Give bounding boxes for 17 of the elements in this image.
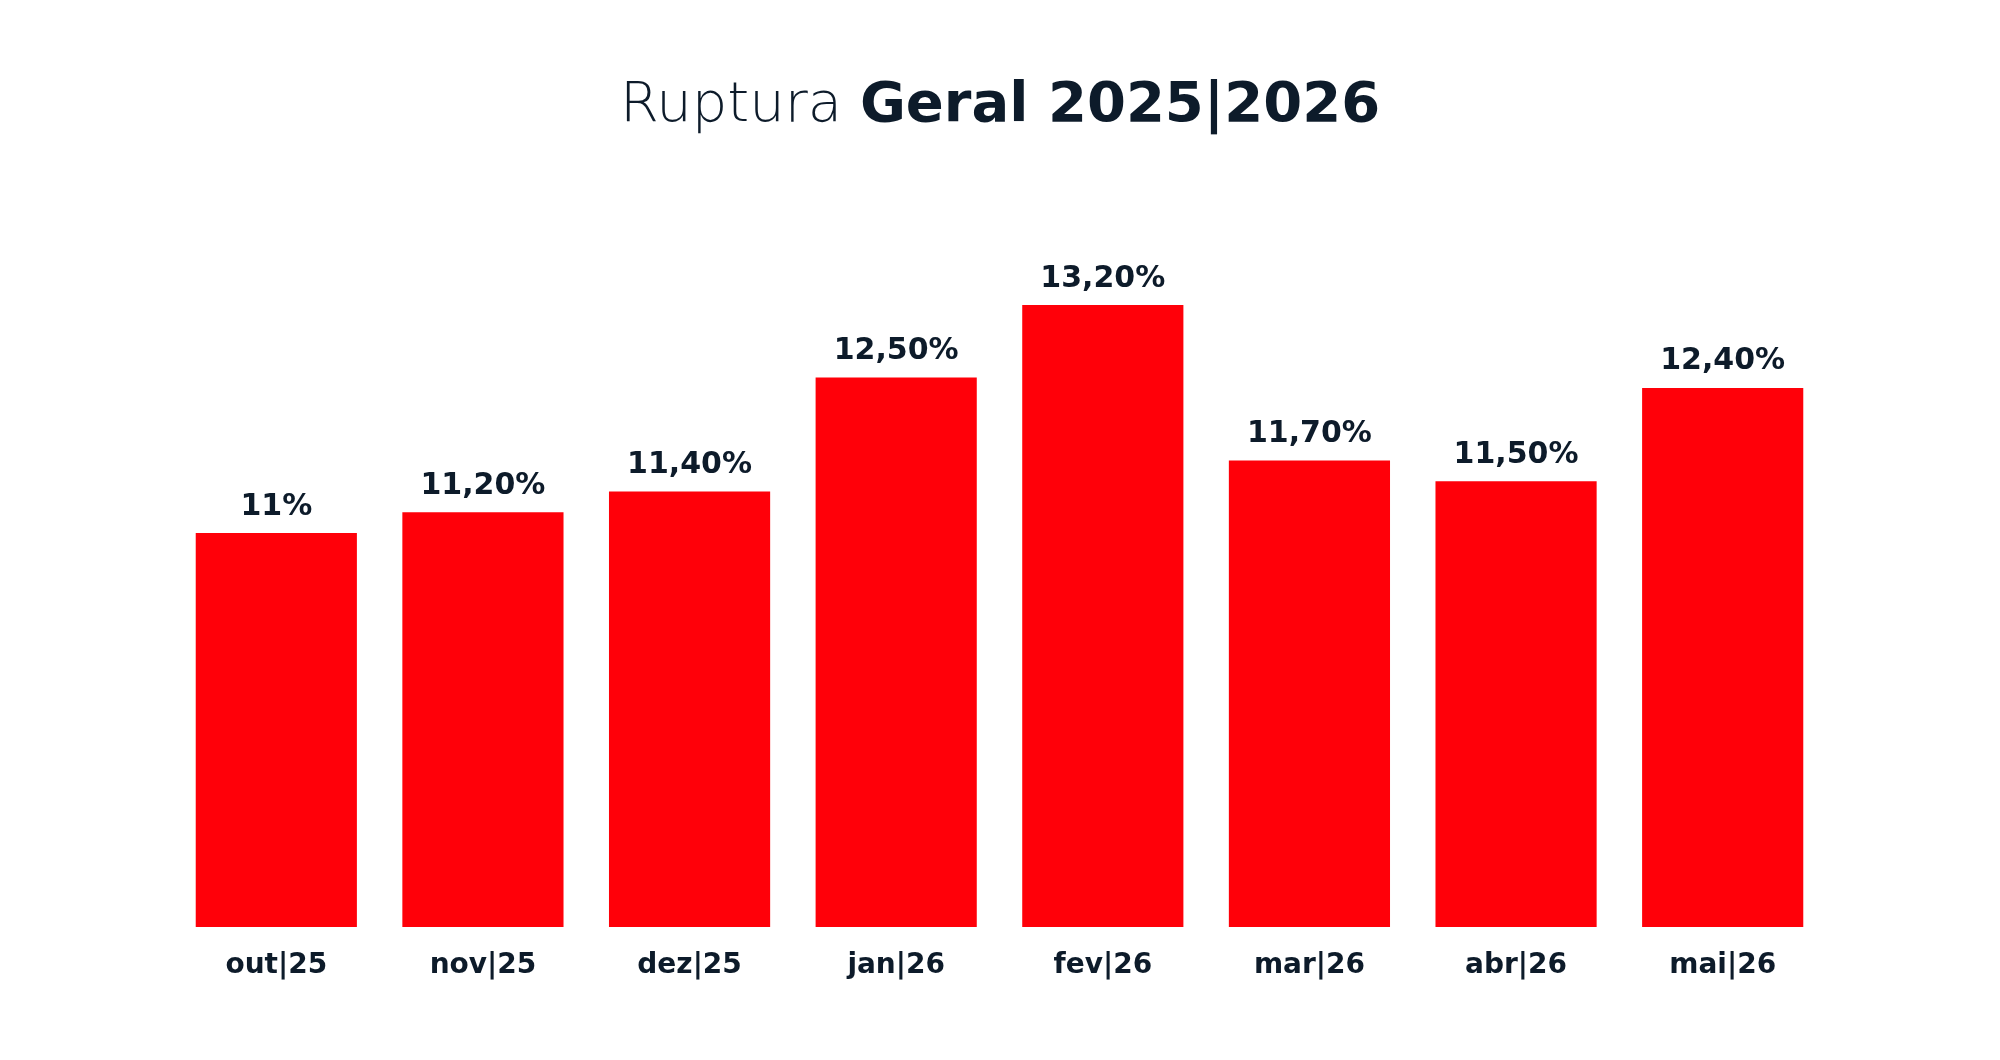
- x-tick-label: jan|26: [846, 946, 945, 980]
- x-tick-label: fev|26: [1053, 946, 1153, 980]
- x-tick-label: nov|25: [429, 946, 537, 980]
- data-label: 12,40%: [1660, 341, 1786, 377]
- chart-title: Ruptura Geral 2025|2026: [619, 68, 1381, 135]
- data-label: 11%: [240, 486, 313, 522]
- data-label: 12,50%: [833, 331, 959, 367]
- x-tick-label: dez|25: [637, 946, 742, 980]
- x-tick-label: abr|26: [1465, 946, 1568, 980]
- data-label: 11,70%: [1246, 414, 1372, 449]
- data-label: 11,20%: [420, 465, 546, 501]
- data-label: 11,50%: [1453, 434, 1579, 470]
- x-tick-label: mar|26: [1253, 946, 1365, 980]
- x-tick-label: out|25: [225, 946, 328, 980]
- data-label: 13,20%: [1040, 258, 1166, 294]
- data-label: 11,40%: [627, 445, 753, 481]
- x-tick-label: mai|26: [1669, 946, 1777, 980]
